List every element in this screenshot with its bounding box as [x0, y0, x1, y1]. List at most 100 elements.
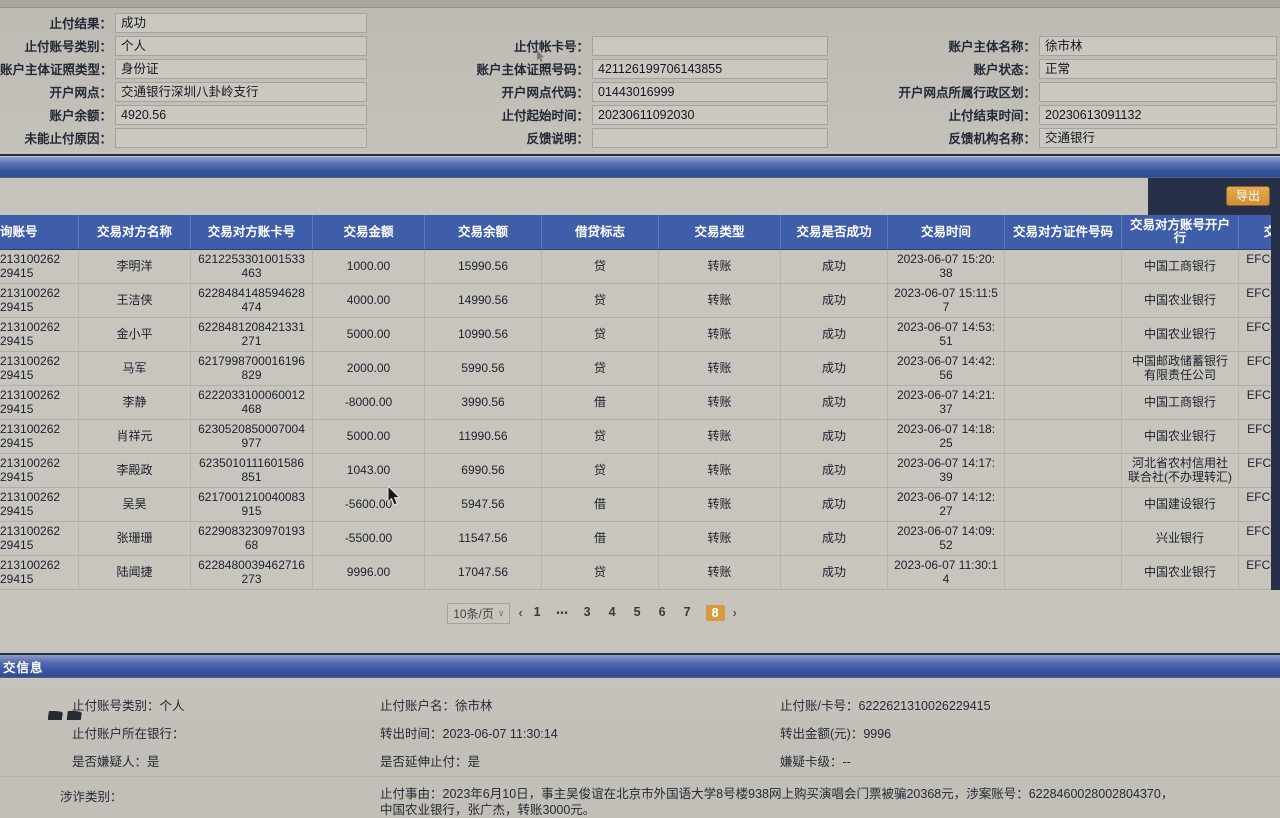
table-cell: 11990.56: [425, 420, 542, 454]
summary-rows: 止付账号类别：个人止付账户名：徐市林止付账/卡号：622262131002622…: [0, 690, 1280, 774]
table-cell: 马军: [79, 352, 191, 386]
transaction-table-wrap: 询账号交易对方名称交易对方账卡号交易金额交易余额借贷标志交易类型交易是否成功交易…: [0, 215, 1280, 590]
table-cell: [1005, 556, 1122, 590]
table-cell: 张珊珊: [79, 522, 191, 556]
page-size-select[interactable]: 10条/页 ∨: [447, 603, 510, 624]
table-cell: 6228480039462716273: [191, 556, 313, 590]
table-cell: 成功: [781, 522, 888, 556]
summary-divider: [0, 776, 1280, 777]
field-label: 未能止付原因：: [0, 128, 112, 147]
table-cell: 中国农业银行: [1122, 420, 1239, 454]
field-value: 20230613091132: [1039, 105, 1277, 125]
form-field: 止付结束时间：20230613091132: [830, 104, 1278, 126]
mouse-cursor: [387, 486, 403, 508]
page-number-4[interactable]: 4: [606, 605, 619, 621]
table-cell: -5600.00: [313, 488, 425, 522]
table-cell: 转账: [659, 352, 781, 386]
summary-field: 转出金额(元)：9996: [780, 723, 1280, 742]
table-cell: [1005, 420, 1122, 454]
table-cell: 6217998700016196829: [191, 352, 313, 386]
table-cell: 中国建设银行: [1122, 488, 1239, 522]
field-value: 个人: [115, 36, 367, 56]
table-cell: 3990.56: [425, 386, 542, 420]
table-cell: [1005, 488, 1122, 522]
table-cell: 河北省农村信用社联合社(不办理转汇): [1122, 454, 1239, 488]
form-field: 反馈说明：: [370, 127, 830, 149]
field-label: 止付结果：: [0, 13, 112, 32]
table-cell: 213100262 29415: [0, 556, 79, 590]
stop-payment-detail-form: 止付结果：成功止付账号类别：个人止付帐卡号：账户主体名称：徐市林账户主体证照类型…: [0, 8, 1280, 154]
field-label: 账户余额：: [0, 105, 112, 124]
table-cell: 转账: [659, 420, 781, 454]
form-field: 账户主体证照号码：421126199706143855: [370, 58, 830, 80]
page-number-8[interactable]: 8: [706, 605, 725, 621]
bottom-section-bar: 交信息: [0, 653, 1280, 678]
transaction-table: 询账号交易对方名称交易对方账卡号交易金额交易余额借贷标志交易类型交易是否成功交易…: [0, 215, 1280, 590]
table-cell: [1005, 352, 1122, 386]
page-size-label: 10条/页: [453, 605, 494, 622]
field-label: 止付结束时间：: [830, 105, 1036, 124]
table-scrollbar-strip[interactable]: [1271, 215, 1280, 590]
reason-row: 涉诈类别： 止付事由：2023年6月10日，事主吴俊谊在北京市外国语大学8号楼9…: [0, 786, 1280, 818]
export-button[interactable]: 导出: [1226, 186, 1270, 206]
table-cell: 6230520850007004977: [191, 420, 313, 454]
table-cell: 213100262 29415: [0, 352, 79, 386]
table-cell: 贷: [542, 284, 659, 318]
page-number-6[interactable]: 6: [656, 605, 669, 621]
field-value: 身份证: [115, 59, 367, 79]
field-value: 交通银行: [1039, 128, 1277, 148]
table-cell: 622908323097019368: [191, 522, 313, 556]
table-cell: 转账: [659, 556, 781, 590]
section-divider-bar: [0, 154, 1280, 178]
table-cell: 1000.00: [313, 250, 425, 284]
table-cell: 11547.56: [425, 522, 542, 556]
form-field: 开户网点代码：01443016999: [370, 81, 830, 103]
table-cell: 李静: [79, 386, 191, 420]
field-value: 成功: [115, 13, 367, 33]
field-value: 4920.56: [115, 105, 367, 125]
column-header: 交易类型: [659, 215, 781, 250]
table-cell: 15990.56: [425, 250, 542, 284]
table-cell: 213100262 29415: [0, 386, 79, 420]
table-cell: 吴昊: [79, 488, 191, 522]
table-cell: 6228484148594628474: [191, 284, 313, 318]
banking-stop-payment-screen: 止付结果：成功止付账号类别：个人止付帐卡号：账户主体名称：徐市林账户主体证照类型…: [0, 0, 1280, 720]
summary-row: 止付账号类别：个人止付账户名：徐市林止付账/卡号：622262131002622…: [0, 690, 1280, 718]
column-header: 交易对方账号开户行: [1122, 215, 1239, 250]
table-cell: 成功: [781, 284, 888, 318]
column-header: 交易对方账卡号: [191, 215, 313, 250]
table-cell: 6217001210040083915: [191, 488, 313, 522]
table-cell: 6235010111601586851: [191, 454, 313, 488]
page-number-5[interactable]: 5: [631, 605, 644, 621]
form-field: 开户网点所属行政区划：: [830, 81, 1278, 103]
table-cell: 6228481208421331271: [191, 318, 313, 352]
page-number-3[interactable]: 3: [581, 605, 594, 621]
table-cell: 中国农业银行: [1122, 556, 1239, 590]
page-number-1[interactable]: 1: [531, 605, 544, 621]
table-cell: 成功: [781, 420, 888, 454]
table-cell: 转账: [659, 522, 781, 556]
table-toolbar: 导出: [0, 178, 1280, 215]
column-header: 交易对方名称: [79, 215, 191, 250]
prev-page-button[interactable]: ‹: [518, 606, 522, 620]
summary-field: 止付账户名：徐市林: [380, 695, 780, 714]
form-field: 账户主体证照类型：身份证: [0, 58, 370, 80]
table-cell: 213100262 29415: [0, 522, 79, 556]
next-page-button[interactable]: ›: [733, 606, 737, 620]
column-header: 交易时间: [888, 215, 1005, 250]
form-field: 账户余额：4920.56: [0, 104, 370, 126]
table-cell: 213100262 29415: [0, 488, 79, 522]
table-cell: [1005, 522, 1122, 556]
page-number-7[interactable]: 7: [681, 605, 694, 621]
